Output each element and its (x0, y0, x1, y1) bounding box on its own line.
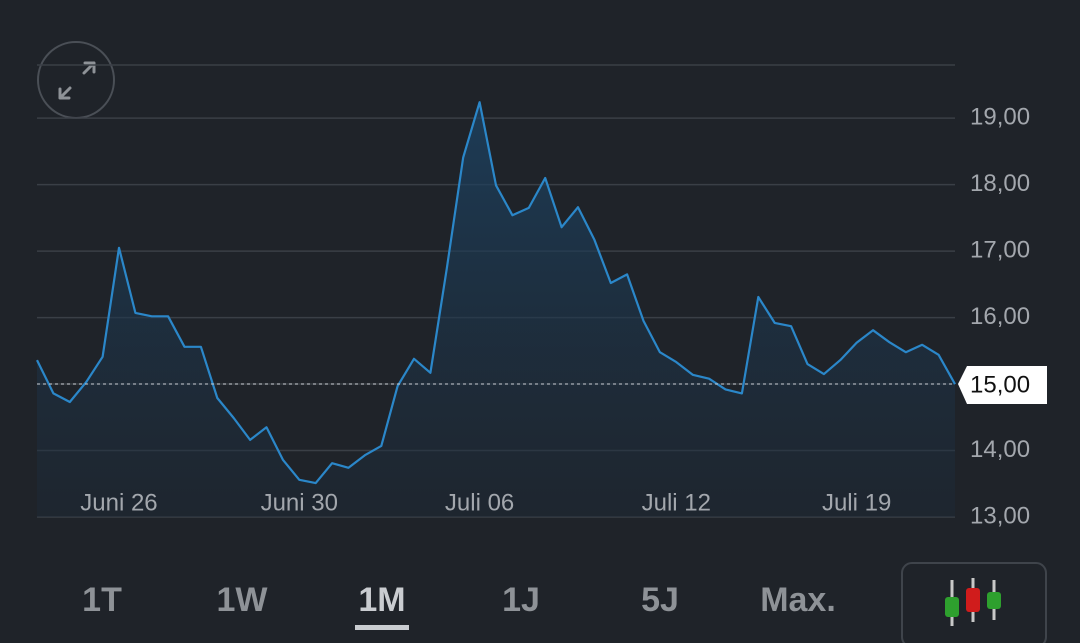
x-tick-label: Juni 26 (80, 489, 157, 516)
y-tick-label: 16,00 (970, 303, 1030, 330)
range-button[interactable]: 1T (82, 581, 122, 619)
range-button[interactable]: 5J (641, 581, 679, 619)
candle-body[interactable] (945, 597, 959, 617)
range-underline[interactable] (355, 625, 409, 630)
expand-circle[interactable] (37, 41, 115, 119)
range-button[interactable]: 1J (502, 581, 540, 619)
range-button[interactable]: 1W (217, 581, 269, 619)
x-tick-label: Juni 30 (261, 489, 338, 516)
range-buttons: 1T 1W 1M 1J 5J Max. (82, 581, 836, 630)
y-tick-label: 19,00 (970, 104, 1030, 131)
expand-icon[interactable] (58, 61, 96, 100)
range-button[interactable]: Max. (760, 581, 836, 619)
y-tick-label: 13,00 (970, 502, 1030, 529)
y-tick-label: 18,00 (970, 170, 1030, 197)
chart-type-button[interactable] (901, 562, 1047, 643)
candle-body[interactable] (966, 588, 980, 612)
x-tick-label: Juli 12 (642, 489, 711, 516)
price-tag (958, 366, 1047, 405)
candle-body[interactable] (987, 592, 1001, 609)
y-tick-label: 17,00 (970, 236, 1030, 263)
area (37, 102, 955, 517)
price-tag-label: 15,00 (970, 371, 1030, 398)
x-tick-label: Juli 19 (822, 489, 891, 516)
plot: 13,00 14,00 15,00 16,00 17,00 18,00 19,00 Juni … (36, 64, 1047, 529)
chart-type-frame[interactable] (901, 562, 1047, 643)
price-line (36, 101, 956, 485)
x-tick-label: Juli 06 (445, 489, 514, 516)
y-tick-label: 14,00 (970, 436, 1030, 463)
expand-button[interactable] (37, 41, 115, 119)
range-button[interactable]: 1M (358, 581, 405, 619)
